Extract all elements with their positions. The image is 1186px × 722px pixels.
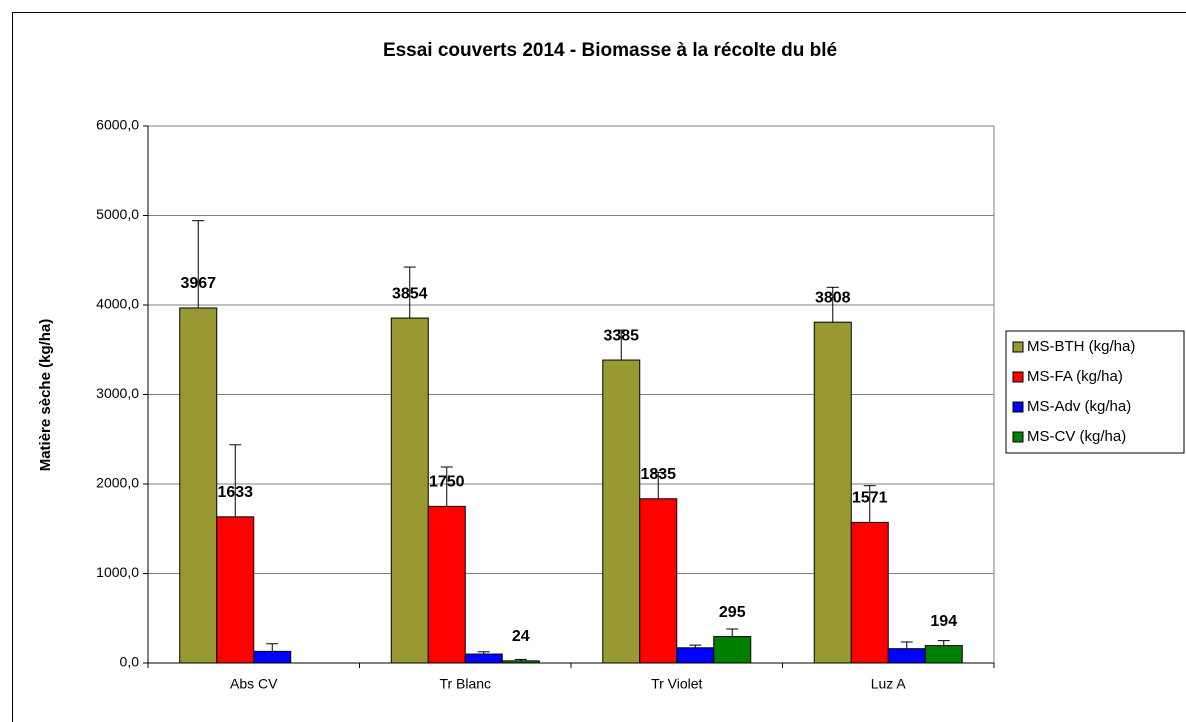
- bar: [924, 645, 963, 664]
- y-tick-label: 5000,0: [96, 206, 139, 222]
- legend-label: MS-FA (kg/ha): [1027, 368, 1123, 385]
- legend-swatch: [1012, 431, 1024, 443]
- bar: [713, 636, 752, 664]
- bar: [602, 359, 641, 664]
- error-bar: [403, 266, 416, 319]
- bar: [427, 505, 466, 664]
- chart-title: Essai couverts 2014 - Biomasse à la réco…: [383, 40, 837, 61]
- error-bar: [937, 640, 950, 646]
- legend-swatch: [1012, 341, 1024, 353]
- legend-box: [1005, 330, 1185, 454]
- error-bar: [863, 485, 876, 523]
- bar: [813, 321, 852, 664]
- error-bar: [615, 329, 628, 361]
- bar: [887, 648, 926, 664]
- y-tick-label: 2000,0: [96, 475, 139, 491]
- legend-label: MS-BTH (kg/ha): [1027, 338, 1135, 355]
- bar: [464, 653, 503, 664]
- error-bar: [192, 220, 205, 308]
- data-label: 295: [719, 604, 746, 621]
- error-bar: [229, 444, 242, 517]
- error-bar: [477, 651, 490, 655]
- data-label: 1633: [217, 484, 253, 501]
- legend-label: MS-CV (kg/ha): [1027, 428, 1126, 445]
- y-tick-label: 3000,0: [96, 385, 139, 401]
- bar: [639, 498, 678, 664]
- y-tick-label: 6000,0: [96, 117, 139, 133]
- error-bar: [652, 471, 665, 499]
- x-tick-label: Tr Blanc: [439, 676, 491, 692]
- bar: [253, 650, 292, 664]
- error-bar: [514, 658, 527, 661]
- bar: [179, 307, 218, 664]
- y-tick-label: 4000,0: [96, 296, 139, 312]
- legend-swatch: [1012, 371, 1024, 383]
- error-bar: [900, 641, 913, 649]
- bar: [216, 516, 255, 664]
- legend-label: MS-Adv (kg/ha): [1027, 398, 1131, 415]
- error-bar: [826, 286, 839, 323]
- data-label: 3385: [603, 327, 639, 344]
- bar: [390, 317, 429, 664]
- data-label: 3808: [815, 289, 851, 306]
- x-tick-label: Luz A: [871, 676, 907, 692]
- data-label: 3854: [392, 285, 428, 302]
- data-label: 1750: [429, 474, 465, 491]
- y-axis-title: Matière sèche (kg/ha): [37, 319, 54, 472]
- error-bar: [726, 628, 739, 637]
- x-tick-label: Tr Violet: [651, 676, 702, 692]
- legend-swatch: [1012, 401, 1024, 413]
- y-tick-label: 1000,0: [96, 564, 139, 580]
- bar: [501, 660, 540, 664]
- data-label: 3967: [180, 275, 216, 292]
- error-bar: [266, 643, 279, 652]
- x-tick-label: Abs CV: [230, 676, 278, 692]
- error-bar: [689, 644, 702, 648]
- data-label: 1571: [852, 490, 888, 507]
- error-bar: [440, 466, 453, 507]
- data-label: 1835: [640, 466, 676, 483]
- bar: [850, 521, 889, 664]
- data-label: 194: [930, 613, 957, 630]
- data-label: 24: [512, 628, 530, 645]
- bar: [676, 647, 715, 664]
- y-tick-label: 0,0: [120, 654, 140, 670]
